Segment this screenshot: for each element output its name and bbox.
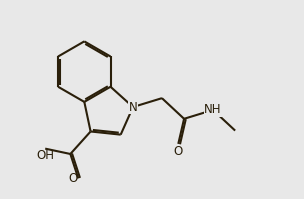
Text: O: O (68, 172, 78, 185)
Text: OH: OH (36, 149, 54, 162)
Text: N: N (129, 100, 137, 113)
Text: NH: NH (204, 103, 222, 116)
Text: O: O (174, 145, 183, 158)
